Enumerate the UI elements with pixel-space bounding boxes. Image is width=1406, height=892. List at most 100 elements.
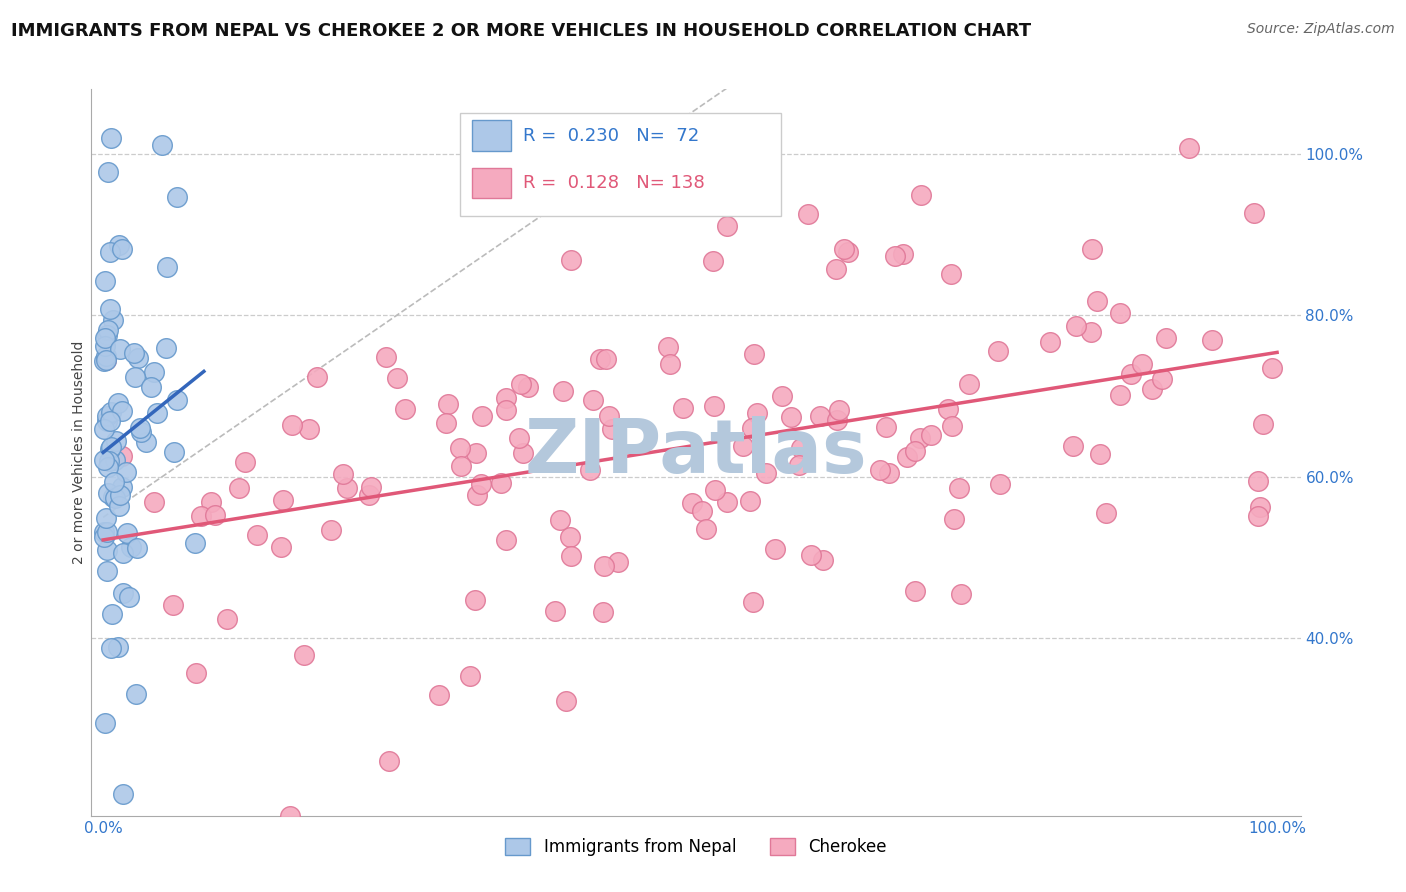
Point <box>96 349 118 363</box>
Point <box>96 524 118 539</box>
Point <box>166 392 188 407</box>
Point <box>467 488 489 502</box>
Point <box>100 440 122 454</box>
Point <box>111 404 134 418</box>
Point <box>378 754 401 768</box>
Point <box>104 491 127 505</box>
Point <box>228 482 250 496</box>
Point <box>374 350 396 364</box>
Point <box>790 441 813 455</box>
Text: IMMIGRANTS FROM NEPAL VS CHEROKEE 2 OR MORE VEHICLES IN HOUSEHOLD CORRELATION CH: IMMIGRANTS FROM NEPAL VS CHEROKEE 2 OR M… <box>11 22 1032 40</box>
Point <box>1154 331 1177 345</box>
Point <box>298 422 321 436</box>
Point <box>281 418 304 433</box>
Point <box>988 476 1011 491</box>
Point <box>107 396 129 410</box>
Point <box>104 452 127 467</box>
Point <box>124 345 146 359</box>
Text: R =  0.230   N=  72: R = 0.230 N= 72 <box>523 127 699 145</box>
Point <box>910 188 932 202</box>
Point <box>512 446 534 460</box>
Point <box>875 419 897 434</box>
Point <box>270 540 292 554</box>
Point <box>163 445 186 459</box>
Point <box>948 481 970 495</box>
Point <box>592 558 614 573</box>
Point <box>579 463 602 477</box>
Point <box>449 441 471 455</box>
Point <box>560 530 582 544</box>
Point <box>336 481 359 495</box>
Point <box>741 421 763 435</box>
Point <box>156 260 179 274</box>
Point <box>93 353 115 368</box>
Point <box>716 219 738 234</box>
Point <box>105 434 128 449</box>
Point <box>548 513 571 527</box>
Point <box>98 454 121 468</box>
Point <box>703 399 725 413</box>
Point <box>1201 333 1223 347</box>
Point <box>544 604 567 618</box>
Point <box>942 512 965 526</box>
Point <box>115 466 138 480</box>
Point <box>118 590 141 604</box>
Point <box>657 340 679 354</box>
Point <box>394 402 416 417</box>
Point <box>120 540 142 554</box>
Point <box>124 369 146 384</box>
Point <box>143 494 166 508</box>
Point <box>896 450 918 465</box>
Point <box>1243 206 1265 220</box>
Point <box>450 459 472 474</box>
Point <box>127 541 149 556</box>
Point <box>100 442 122 456</box>
Point <box>436 417 458 431</box>
Point <box>458 668 481 682</box>
Point <box>204 508 226 522</box>
Point <box>200 494 222 508</box>
Point <box>359 488 381 502</box>
Point <box>908 431 931 445</box>
Point <box>292 648 315 662</box>
Point <box>555 694 578 708</box>
Point <box>789 458 811 473</box>
Point <box>1090 447 1112 461</box>
Point <box>745 406 768 420</box>
Point <box>1081 243 1104 257</box>
Point <box>659 357 682 371</box>
Point <box>129 421 152 435</box>
Point <box>360 480 382 494</box>
Point <box>763 542 786 557</box>
Point <box>470 476 492 491</box>
Point <box>146 406 169 420</box>
Text: R =  0.128   N= 138: R = 0.128 N= 138 <box>523 174 704 192</box>
Point <box>589 352 612 367</box>
Point <box>672 401 695 415</box>
FancyBboxPatch shape <box>472 168 510 198</box>
Point <box>162 598 184 612</box>
Point <box>129 425 152 440</box>
Point <box>100 130 122 145</box>
Point <box>108 342 131 356</box>
Point <box>96 543 118 558</box>
Point <box>321 523 343 537</box>
Point <box>1132 357 1154 371</box>
Point <box>96 352 118 367</box>
Point <box>800 548 823 562</box>
Point <box>1119 368 1142 382</box>
Point <box>101 607 124 621</box>
Point <box>1066 318 1088 333</box>
Point <box>464 593 486 607</box>
Point <box>731 439 754 453</box>
Point <box>307 370 329 384</box>
Point <box>111 546 134 560</box>
Point <box>94 715 117 730</box>
Point <box>1249 500 1271 514</box>
Point <box>97 322 120 336</box>
Point <box>96 328 118 343</box>
Point <box>592 605 614 619</box>
Point <box>190 509 212 524</box>
Point <box>904 583 927 598</box>
Point <box>600 422 623 436</box>
